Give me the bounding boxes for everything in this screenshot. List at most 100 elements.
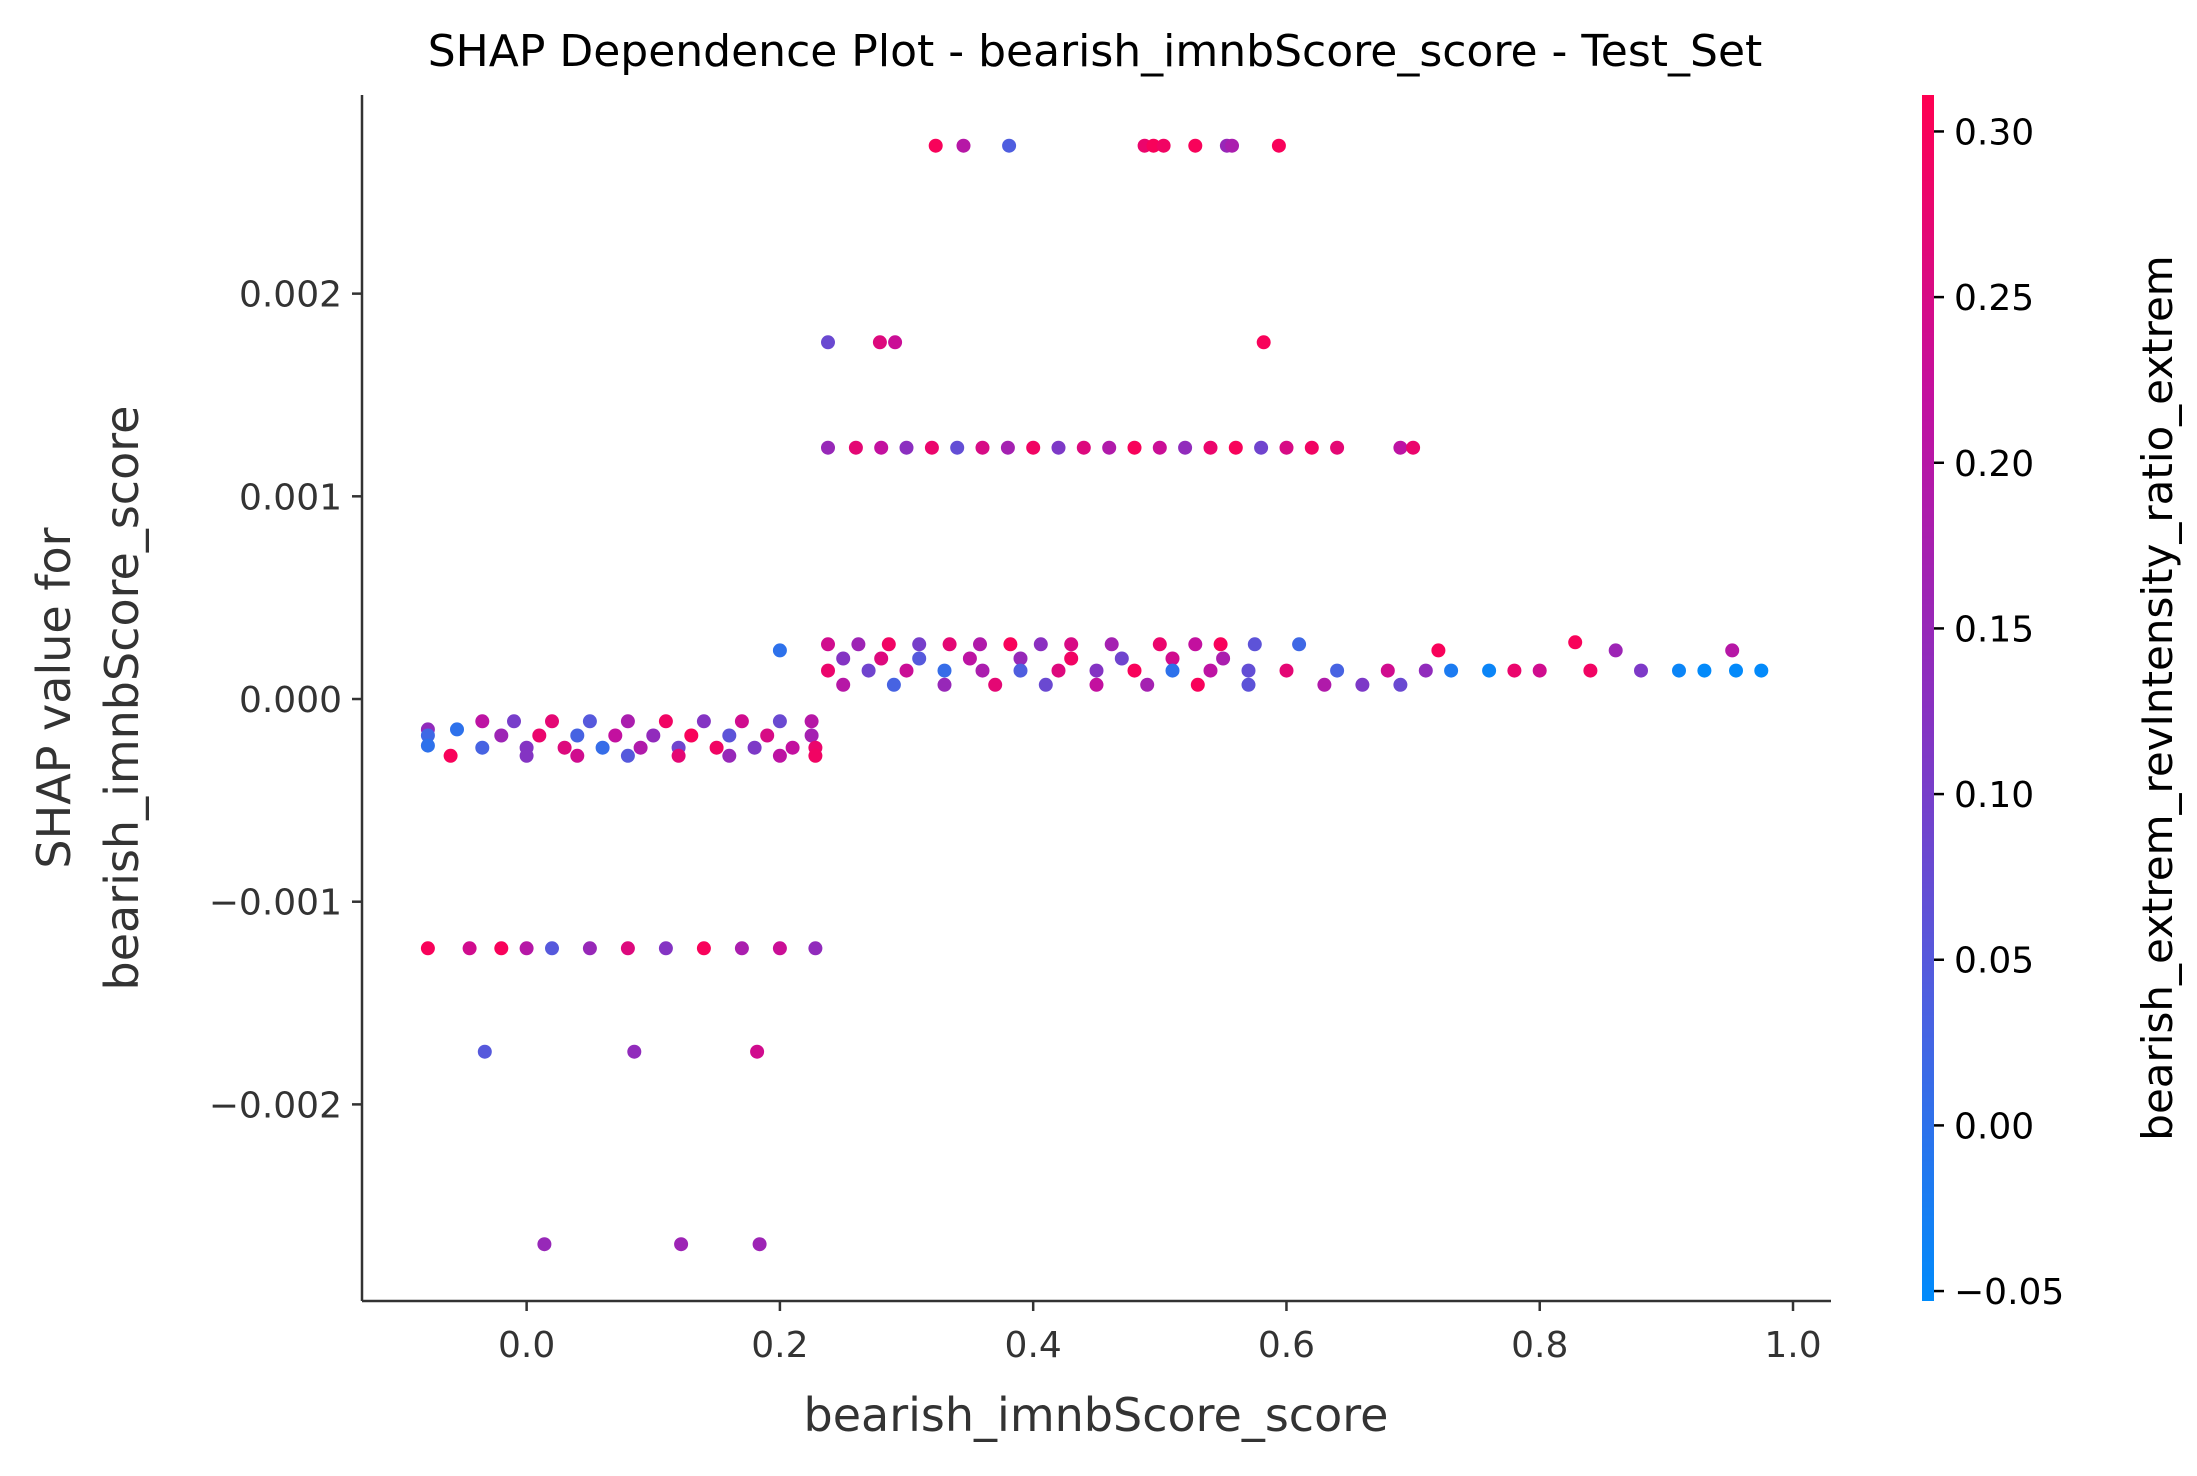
- scatter-point: [420, 941, 435, 956]
- scatter-point: [1188, 138, 1203, 153]
- scatter-point: [973, 637, 987, 652]
- scatter-point: [1254, 440, 1269, 455]
- scatter-point: [1064, 637, 1079, 652]
- y-tick-label: 0.001: [239, 477, 342, 518]
- y-tick-label: 0.000: [239, 680, 342, 721]
- scatter-point: [1013, 651, 1028, 666]
- scatter-point: [747, 740, 762, 755]
- scatter-point: [836, 677, 851, 692]
- scatter-point: [1330, 440, 1345, 455]
- scatter-point: [696, 941, 711, 956]
- scatter-point: [1013, 663, 1028, 678]
- scatter-point: [722, 748, 737, 763]
- scatter-point: [595, 740, 610, 755]
- scatter-point: [633, 740, 648, 755]
- scatter-point: [785, 740, 800, 755]
- scatter-point: [475, 714, 490, 729]
- scatter-point: [937, 663, 952, 678]
- scatter-point: [752, 1237, 767, 1252]
- colorbar: [1922, 95, 1934, 1301]
- scatter-point: [1127, 440, 1142, 455]
- y-axis-label-line1: SHAP value for: [27, 527, 81, 868]
- scatter-point: [475, 740, 490, 755]
- scatter-point: [1051, 440, 1066, 455]
- scatter-point: [772, 941, 787, 956]
- scatter-point: [886, 677, 901, 692]
- scatter-point: [646, 728, 661, 743]
- scatter-points: [420, 138, 1769, 1252]
- colorbar-tick-label: 0.30: [1954, 112, 2034, 153]
- scatter-point: [420, 738, 435, 753]
- scatter-point: [462, 941, 477, 956]
- x-tick-label: 0.4: [1005, 1325, 1062, 1366]
- scatter-point: [881, 637, 896, 652]
- scatter-point: [1203, 663, 1218, 678]
- scatter-point: [821, 663, 835, 678]
- scatter-point: [709, 740, 724, 755]
- scatter-point: [1051, 663, 1066, 678]
- scatter-point: [1076, 440, 1091, 455]
- colorbar-tick-label: 0.20: [1954, 444, 2034, 485]
- scatter-point: [545, 941, 559, 956]
- y-tick-label: −0.002: [209, 1085, 342, 1126]
- scatter-point: [734, 941, 749, 956]
- scatter-point: [620, 941, 635, 956]
- x-tick-label: 0.2: [751, 1325, 808, 1366]
- scatter-point: [1228, 440, 1243, 455]
- scatter-point: [671, 748, 686, 763]
- scatter-point: [1188, 637, 1203, 652]
- scatter-point: [1038, 677, 1053, 692]
- scatter-point: [1178, 440, 1193, 455]
- scatter-point: [821, 335, 835, 350]
- scatter-point: [1002, 138, 1017, 153]
- scatter-point: [1431, 643, 1446, 658]
- scatter-point: [861, 663, 876, 678]
- scatter-point: [1247, 637, 1262, 652]
- scatter-point: [848, 440, 863, 455]
- scatter-point: [1729, 663, 1743, 678]
- scatter-point: [658, 941, 673, 956]
- scatter-point: [557, 740, 572, 755]
- scatter-point: [420, 728, 435, 743]
- scatter-point: [532, 728, 547, 743]
- scatter-point: [1507, 663, 1522, 678]
- scatter-point: [1033, 637, 1048, 652]
- scatter-point: [804, 714, 819, 729]
- x-tick-label: 0.6: [1258, 1325, 1315, 1366]
- scatter-point: [821, 637, 835, 652]
- scatter-point: [874, 651, 889, 666]
- scatter-point: [1482, 663, 1497, 678]
- scatter-point: [804, 728, 819, 743]
- scatter-point: [772, 714, 787, 729]
- x-tick-label: 0.0: [498, 1325, 555, 1366]
- scatter-point: [808, 748, 823, 763]
- scatter-point: [988, 677, 1003, 692]
- scatter-point: [1114, 651, 1129, 666]
- scatter-point: [912, 637, 927, 652]
- scatter-point: [772, 748, 787, 763]
- scatter-point: [808, 941, 823, 956]
- scatter-point: [1583, 663, 1598, 678]
- scatter-point: [942, 637, 957, 652]
- colorbar-tick-label: −0.05: [1954, 1272, 2064, 1313]
- scatter-point: [1279, 440, 1294, 455]
- scatter-point: [1418, 663, 1433, 678]
- scatter-point: [674, 1237, 689, 1252]
- colorbar-tick-label: 0.10: [1954, 775, 2034, 816]
- scatter-point: [1444, 663, 1459, 678]
- scatter-point: [1213, 637, 1228, 652]
- scatter-point: [450, 722, 464, 737]
- colorbar-tick-label: 0.00: [1954, 1106, 2034, 1147]
- scatter-point: [734, 714, 749, 729]
- x-tick-label: 0.8: [1511, 1325, 1568, 1366]
- scatter-point: [1568, 635, 1583, 650]
- colorbar-ticks: 0.30 0.25 0.20 0.15 0.10 0.05 0.00 −0.05: [1934, 112, 2064, 1313]
- y-axis-ticks: 0.002 0.001 0.000 −0.001 −0.002: [209, 275, 362, 1126]
- scatter-point: [1152, 440, 1167, 455]
- scatter-point: [1152, 637, 1167, 652]
- scatter-point: [1317, 677, 1332, 692]
- y-axis-label-line2: bearish_imnbScore_score: [95, 406, 149, 991]
- scatter-point: [1608, 643, 1623, 658]
- scatter-point: [1241, 677, 1256, 692]
